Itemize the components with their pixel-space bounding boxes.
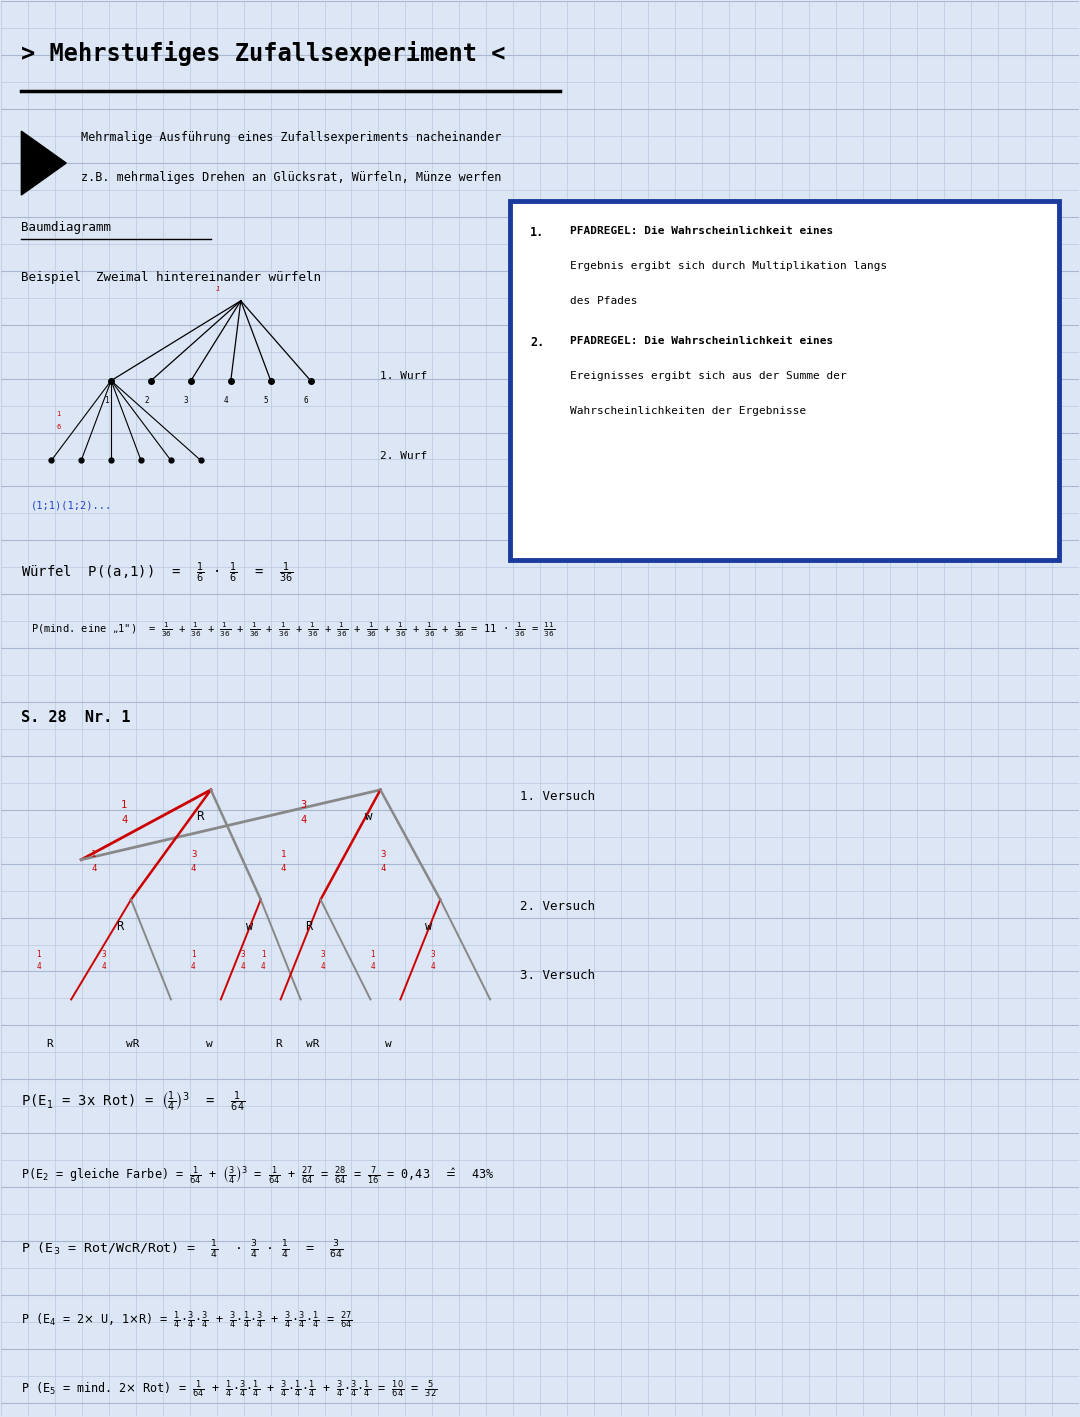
Text: P(E$_2$ = gleiche Farbe) = $\frac{1}{64}$ + $\left(\frac{3}{4}\right)^3$ = $\fra: P(E$_2$ = gleiche Farbe) = $\frac{1}{64}… xyxy=(22,1165,495,1185)
Text: 2: 2 xyxy=(144,395,149,405)
Text: R: R xyxy=(275,1039,283,1050)
Text: 5: 5 xyxy=(264,395,268,405)
Text: > Mehrstufiges Zufallsexperiment <: > Mehrstufiges Zufallsexperiment < xyxy=(22,41,505,67)
Text: w: w xyxy=(386,1039,392,1050)
Text: 4: 4 xyxy=(91,864,96,873)
Text: 4: 4 xyxy=(121,815,127,825)
Text: 3: 3 xyxy=(380,850,386,859)
Text: wR: wR xyxy=(126,1039,139,1050)
Text: des Pfades: des Pfades xyxy=(570,296,637,306)
Text: 4: 4 xyxy=(380,864,386,873)
Text: 3. Versuch: 3. Versuch xyxy=(521,969,595,982)
Text: w: w xyxy=(365,809,373,823)
Text: 4: 4 xyxy=(430,962,435,971)
Text: 1: 1 xyxy=(56,411,60,417)
Text: 3: 3 xyxy=(184,395,189,405)
Text: 3: 3 xyxy=(102,949,106,958)
Text: 1: 1 xyxy=(260,949,266,958)
Text: 4: 4 xyxy=(241,962,245,971)
Text: 1: 1 xyxy=(37,949,41,958)
Text: P (E$_4$ = 2$\times$ U, 1$\times$R) = $\frac{1}{4}$·$\frac{3}{4}$·$\frac{3}{4}$ : P (E$_4$ = 2$\times$ U, 1$\times$R) = $\… xyxy=(22,1309,353,1331)
Text: 1: 1 xyxy=(121,799,127,811)
Text: 4: 4 xyxy=(37,962,41,971)
Text: P(mind. eine „1")  = $\frac{1}{36}$ + $\frac{1}{36}$ + $\frac{1}{36}$ + $\frac{1: P(mind. eine „1") = $\frac{1}{36}$ + $\f… xyxy=(31,621,555,639)
Text: 2.: 2. xyxy=(530,336,544,349)
Text: 2. Wurf: 2. Wurf xyxy=(380,451,428,461)
Text: 1. Versuch: 1. Versuch xyxy=(521,789,595,803)
Text: P (E$_5$ = mind. 2$\times$ Rot) = $\frac{1}{64}$ + $\frac{1}{4}$·$\frac{3}{4}$·$: P (E$_5$ = mind. 2$\times$ Rot) = $\frac… xyxy=(22,1379,437,1400)
Text: R: R xyxy=(306,920,313,932)
Text: Wahrscheinlichkeiten der Ergebnisse: Wahrscheinlichkeiten der Ergebnisse xyxy=(570,405,806,415)
Text: PFADREGEL: Die Wahrscheinlichkeit eines: PFADREGEL: Die Wahrscheinlichkeit eines xyxy=(570,225,833,237)
Text: PFADREGEL: Die Wahrscheinlichkeit eines: PFADREGEL: Die Wahrscheinlichkeit eines xyxy=(570,336,833,346)
Text: w: w xyxy=(206,1039,213,1050)
Text: Baumdiagramm: Baumdiagramm xyxy=(22,221,111,234)
Text: 1: 1 xyxy=(370,949,375,958)
Text: 1: 1 xyxy=(104,395,109,405)
Text: 1: 1 xyxy=(281,850,286,859)
Text: 3: 3 xyxy=(191,850,197,859)
Text: 4: 4 xyxy=(191,962,195,971)
Text: 1: 1 xyxy=(191,949,195,958)
Text: 4: 4 xyxy=(321,962,325,971)
Text: 4: 4 xyxy=(224,395,229,405)
Text: 1.: 1. xyxy=(530,225,544,239)
Text: Mehrmalige Ausführung eines Zufallsexperiments nacheinander: Mehrmalige Ausführung eines Zufallsexper… xyxy=(81,132,501,145)
Bar xyxy=(510,201,1058,560)
Text: Ereignisses ergibt sich aus der Summe der: Ereignisses ergibt sich aus der Summe de… xyxy=(570,371,847,381)
Text: P (E$_3$ = Rot/WcR/Rot) =  $\frac{1}{4}$  · $\frac{3}{4}$ · $\frac{1}{4}$  =  $\: P (E$_3$ = Rot/WcR/Rot) = $\frac{1}{4}$ … xyxy=(22,1238,343,1261)
Text: wR: wR xyxy=(306,1039,319,1050)
Text: Beispiel  Zweimal hintereinander würfeln: Beispiel Zweimal hintereinander würfeln xyxy=(22,271,322,283)
Polygon shape xyxy=(22,132,66,196)
Text: 4: 4 xyxy=(102,962,106,971)
Text: 3: 3 xyxy=(321,949,325,958)
Text: 1. Wurf: 1. Wurf xyxy=(380,371,428,381)
Text: 1: 1 xyxy=(91,850,96,859)
Text: R: R xyxy=(46,1039,53,1050)
Text: R: R xyxy=(116,920,123,932)
Text: P(E$_1$ = 3x Rot) = $\left(\frac{1}{4}\right)^3$  =  $\frac{1}{64}$: P(E$_1$ = 3x Rot) = $\left(\frac{1}{4}\r… xyxy=(22,1090,245,1114)
Text: 4: 4 xyxy=(281,864,286,873)
Text: z.B. mehrmaliges Drehen an Glücksrat, Würfeln, Münze werfen: z.B. mehrmaliges Drehen an Glücksrat, Wü… xyxy=(81,171,501,184)
Text: 3: 3 xyxy=(430,949,435,958)
Text: 4: 4 xyxy=(370,962,375,971)
Text: Würfel  P((a,1))  =  $\frac{1}{6}$ · $\frac{1}{6}$  =  $\frac{1}{36}$: Würfel P((a,1)) = $\frac{1}{6}$ · $\frac… xyxy=(22,560,294,585)
Text: 6: 6 xyxy=(56,424,60,429)
Text: R: R xyxy=(195,809,203,823)
Text: 2. Versuch: 2. Versuch xyxy=(521,900,595,913)
Text: 3: 3 xyxy=(241,949,245,958)
Text: w: w xyxy=(426,920,432,932)
Text: 4: 4 xyxy=(300,815,307,825)
Text: 6: 6 xyxy=(303,395,308,405)
Text: w: w xyxy=(246,920,253,932)
Text: 3: 3 xyxy=(300,799,307,811)
Text: 4: 4 xyxy=(260,962,266,971)
Text: 1: 1 xyxy=(216,286,220,292)
Text: S. 28  Nr. 1: S. 28 Nr. 1 xyxy=(22,710,131,726)
Text: 4: 4 xyxy=(191,864,197,873)
Text: (1;1)(1;2)...: (1;1)(1;2)... xyxy=(31,500,112,510)
Text: Ergebnis ergibt sich durch Multiplikation langs: Ergebnis ergibt sich durch Multiplikatio… xyxy=(570,261,887,271)
